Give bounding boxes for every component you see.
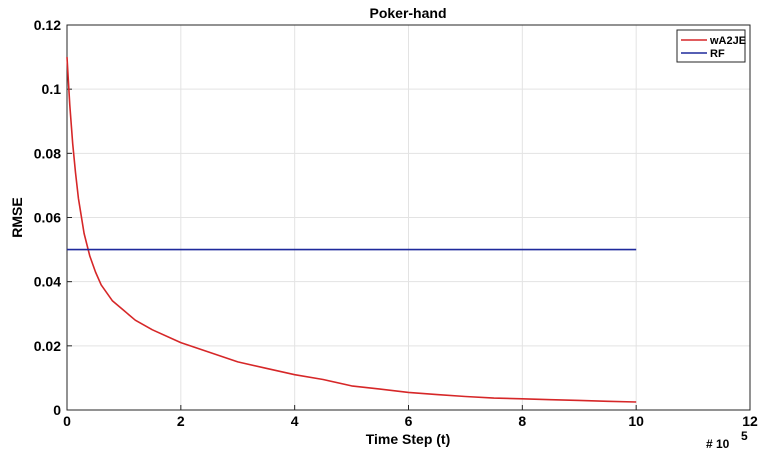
grid-lines	[67, 25, 750, 410]
y-tick-label: 0.1	[42, 81, 62, 97]
x-tick-label: 8	[518, 413, 526, 429]
legend-label-wa2je: wA2JE	[709, 35, 746, 47]
x-axis: 0 2 4 6 8 10 12	[63, 405, 758, 429]
y-tick-label: 0.08	[34, 145, 61, 161]
x-tick-label: 6	[405, 413, 413, 429]
x-axis-label: Time Step (t)	[366, 431, 451, 447]
x-multiplier: # 10 5	[706, 429, 748, 451]
x-tick-label: 12	[742, 413, 758, 429]
x-tick-label: 0	[63, 413, 71, 429]
x-multiplier-exponent: 5	[741, 429, 748, 443]
y-axis: 0 0.02 0.04 0.06 0.08 0.1 0.12	[34, 17, 72, 418]
y-tick-label: 0.02	[34, 338, 61, 354]
y-tick-label: 0.06	[34, 210, 61, 226]
series-group	[66, 57, 637, 403]
y-tick-label: 0	[53, 402, 61, 418]
series-line-wa2je	[66, 57, 637, 403]
y-axis-label: RMSE	[9, 197, 25, 237]
x-tick-label: 2	[177, 413, 185, 429]
x-tick-label: 4	[291, 413, 299, 429]
chart-title: Poker-hand	[369, 5, 446, 21]
y-tick-label: 0.04	[34, 274, 61, 290]
legend-label-rf: RF	[710, 48, 725, 60]
y-tick-label: 0.12	[34, 17, 61, 33]
x-multiplier-base: # 10	[706, 437, 730, 451]
legend-box	[676, 29, 746, 63]
x-tick-label: 10	[628, 413, 644, 429]
